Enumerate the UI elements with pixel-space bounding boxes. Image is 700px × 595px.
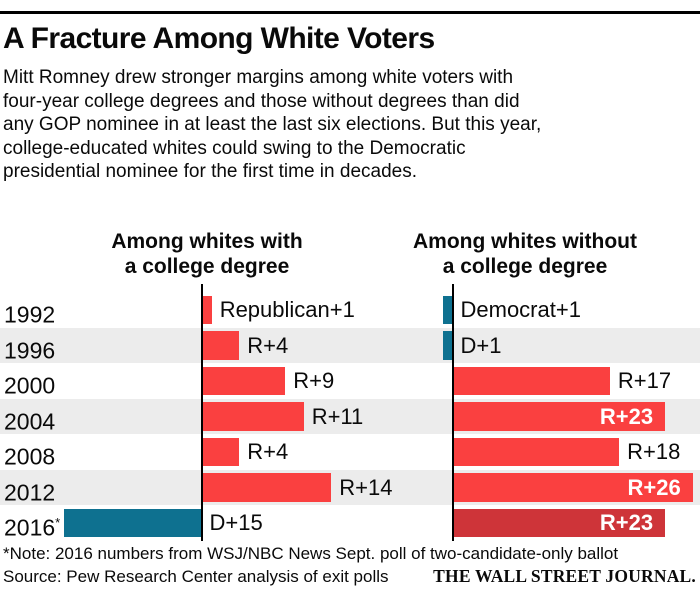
year-label: 2012 xyxy=(4,479,56,506)
top-rule xyxy=(0,11,700,14)
bar-non_college-1992 xyxy=(443,295,453,324)
bar-value-label: Republican+1 xyxy=(219,297,355,322)
chart-row-2012: 2012 R+14 R+26 xyxy=(0,469,700,506)
chart-row-2004: 2004 R+11 R+23 xyxy=(0,398,700,435)
year-label: 1992 xyxy=(4,301,56,328)
chart-description: Mitt Romney drew stronger margins among … xyxy=(3,67,542,182)
bar-college-2016 xyxy=(63,508,202,537)
bar-value-label: R+4 xyxy=(247,332,289,358)
chart-row-1992: 1992 Republican+1 Democrat+1 xyxy=(0,292,700,328)
bar-college-2008 xyxy=(202,437,240,466)
page-title: A Fracture Among White Voters xyxy=(3,22,435,55)
bar-non_college-2016 xyxy=(453,508,666,537)
bar-non_college-1996 xyxy=(443,331,453,360)
year-label: 2016* xyxy=(4,514,61,541)
chart-row-1996: 1996 R+4 D+1 xyxy=(0,327,700,364)
chart-row-2016: 2016* D+15 R+23 xyxy=(0,505,700,541)
bar-value-label: R+23 xyxy=(599,403,654,429)
bar-college-1992 xyxy=(202,295,212,324)
year-label: 1996 xyxy=(4,337,56,364)
bar-value-label: R+18 xyxy=(627,439,681,464)
source-line: Source: Pew Research Center analysis of … xyxy=(3,567,389,586)
bar-value-label: R+14 xyxy=(339,474,393,500)
bar-value-label: R+26 xyxy=(627,474,681,500)
chart-row-2008: 2008 R+4 R+18 xyxy=(0,434,700,470)
year-label: 2008 xyxy=(4,443,56,470)
axis-non-college xyxy=(452,284,454,541)
chart-row-2000: 2000 R+9 R+17 xyxy=(0,363,700,399)
bar-non_college-2012 xyxy=(453,473,693,502)
bar-value-label: Democrat+1 xyxy=(460,297,581,322)
bar-value-label: R+11 xyxy=(311,403,364,429)
footnote: *Note: 2016 numbers from WSJ/NBC News Se… xyxy=(3,544,619,563)
bar-college-2000 xyxy=(202,366,286,395)
bar-value-label: D+15 xyxy=(209,510,263,535)
chart-rows: 1992 Republican+1 Democrat+1 1996 R+4 D+1 … xyxy=(0,292,700,541)
bar-value-label: R+4 xyxy=(247,439,289,464)
axis-college xyxy=(201,284,203,541)
bar-value-label: R+23 xyxy=(599,510,654,535)
year-label: 2004 xyxy=(4,408,56,435)
bar-value-label: R+17 xyxy=(617,368,672,393)
bar-non_college-2004 xyxy=(453,402,666,431)
bar-college-2012 xyxy=(202,473,332,502)
bar-non_college-2008 xyxy=(453,437,620,466)
wsj-wordmark: THE WALL STREET JOURNAL. xyxy=(433,566,696,586)
bar-non_college-2000 xyxy=(453,366,610,395)
year-asterisk: * xyxy=(55,515,61,530)
bar-value-label: D+1 xyxy=(460,332,502,358)
year-label: 2000 xyxy=(4,372,56,399)
bar-college-1996 xyxy=(202,331,240,360)
bar-college-2004 xyxy=(202,402,304,431)
panel-header-non-college: Among whites without a college degree xyxy=(413,230,637,278)
bar-value-label: R+9 xyxy=(293,368,335,393)
panel-header-college: Among whites with a college degree xyxy=(111,230,303,278)
